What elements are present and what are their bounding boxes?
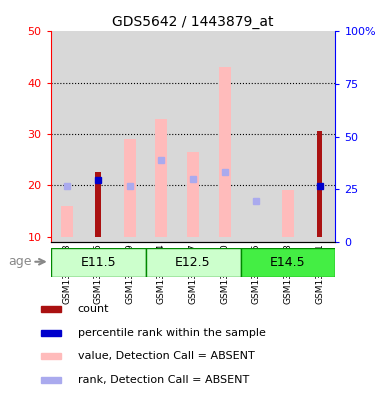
Text: E14.5: E14.5 [270, 256, 306, 269]
Text: age: age [8, 255, 32, 268]
Title: GDS5642 / 1443879_at: GDS5642 / 1443879_at [112, 15, 274, 29]
Bar [177, 31, 209, 242]
Bar [209, 31, 241, 242]
Bar [304, 31, 335, 242]
Bar [282, 191, 294, 237]
Bar [41, 307, 61, 312]
Bar [124, 139, 136, 237]
Bar [51, 31, 82, 242]
Bar [145, 31, 177, 242]
Bar [95, 173, 101, 237]
Bar [241, 248, 335, 277]
Bar [241, 31, 272, 242]
Text: E12.5: E12.5 [175, 256, 211, 269]
Bar [155, 119, 167, 237]
Bar [82, 31, 114, 242]
Bar [219, 67, 231, 237]
Text: count: count [78, 304, 109, 314]
Bar [317, 131, 323, 237]
Text: percentile rank within the sample: percentile rank within the sample [78, 328, 266, 338]
Bar [41, 330, 61, 336]
Bar [60, 206, 73, 237]
Bar [187, 152, 199, 237]
Text: E11.5: E11.5 [80, 256, 116, 269]
Text: rank, Detection Call = ABSENT: rank, Detection Call = ABSENT [78, 375, 249, 385]
Text: value, Detection Call = ABSENT: value, Detection Call = ABSENT [78, 351, 254, 361]
Bar [145, 248, 241, 277]
Bar [114, 31, 145, 242]
Bar [41, 377, 61, 382]
Bar [51, 248, 145, 277]
Bar [272, 31, 304, 242]
Bar [41, 353, 61, 359]
